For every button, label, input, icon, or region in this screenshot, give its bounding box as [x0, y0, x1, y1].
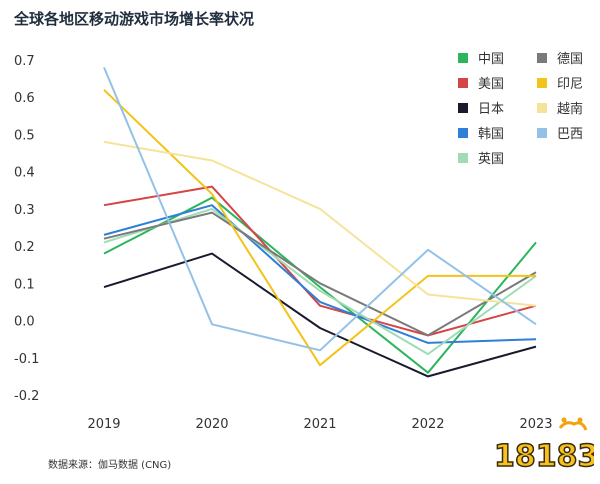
series-line-3: [103, 204, 537, 344]
legend-swatch: [458, 103, 468, 113]
y-tick-label: 0.2: [14, 240, 35, 255]
legend-label: 英国: [478, 152, 504, 167]
x-tick-label: 2022: [411, 417, 444, 432]
legend-label: 巴西: [557, 127, 583, 142]
svg-text:18183: 18183: [494, 439, 594, 474]
legend-swatch: [537, 53, 547, 63]
series-line-5: [103, 211, 537, 337]
data-source: 数据来源：伽马数据 (CNG): [48, 460, 172, 471]
y-tick-label: 0.4: [14, 166, 35, 181]
legend-swatch: [458, 153, 468, 163]
legend-label: 越南: [557, 101, 583, 117]
legend-label: 韩国: [478, 127, 504, 142]
legend-swatch: [458, 53, 468, 63]
y-tick-label: 0.0: [14, 315, 35, 330]
legend-label: 德国: [557, 52, 583, 67]
legend-swatch: [458, 128, 468, 138]
site-logo-watermark: 18183: [493, 417, 594, 475]
x-tick-label: 2020: [195, 417, 228, 432]
y-tick-label: -0.1: [14, 352, 39, 367]
series-lines: [103, 67, 537, 378]
legend-label: 美国: [478, 77, 504, 92]
x-tick-label: 2023: [519, 417, 552, 432]
y-tick-label: 0.3: [14, 203, 35, 218]
series-line-6: [103, 89, 536, 367]
series-line-7: [103, 140, 537, 307]
x-axis-ticks: 2019 2020 2021 2022 2023: [87, 417, 552, 432]
legend-swatch: [537, 78, 547, 88]
legend-label: 日本: [478, 102, 504, 117]
series-line-2: [103, 252, 537, 378]
logo-icon: 18183: [493, 417, 594, 475]
x-tick-label: 2021: [303, 417, 336, 432]
series-line-1: [103, 185, 537, 337]
y-tick-label: -0.2: [14, 389, 39, 404]
y-tick-label: 0.1: [14, 277, 35, 292]
y-tick-label: 0.5: [14, 128, 35, 143]
legend-swatch: [537, 128, 547, 138]
x-tick-label: 2019: [87, 417, 120, 432]
chart-title: 全球各地区移动游戏市场增长率状况: [14, 10, 255, 28]
growth-line-chart: 0.7 0.6 0.5 0.4 0.3 0.2 0.1 0.0 -0.1 -0.2 2019 202…: [14, 52, 583, 432]
legend-label: 印尼: [557, 77, 583, 92]
y-axis-ticks: 0.7 0.6 0.5 0.4 0.3 0.2 0.1 0.0 -0.1 -0.2: [14, 54, 39, 404]
y-tick-label: 0.7: [14, 54, 35, 69]
legend-label: 中国: [478, 52, 504, 67]
legend-swatch: [537, 103, 547, 113]
y-tick-label: 0.6: [14, 91, 35, 106]
series-line-4: [103, 207, 537, 356]
legend-swatch: [458, 78, 468, 88]
series-line-8: [103, 67, 537, 352]
